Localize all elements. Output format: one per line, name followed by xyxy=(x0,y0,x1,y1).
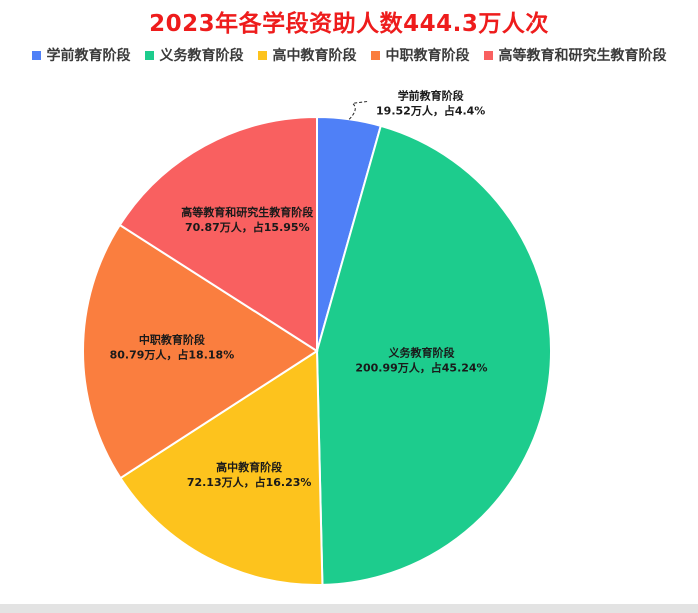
bottom-divider xyxy=(0,604,698,613)
legend-label: 高中教育阶段 xyxy=(272,48,357,64)
pie-slice-vocational[interactable] xyxy=(82,223,319,480)
slice-label-vocational-title: 中职教育阶段 xyxy=(139,332,205,346)
pie-slice-highschool[interactable] xyxy=(119,349,324,586)
leader-line xyxy=(348,100,369,120)
slice-label-highschool-title: 高中教育阶段 xyxy=(216,460,282,474)
slice-label-preschool-value: 19.52万人，占4.4% xyxy=(376,103,485,117)
legend-label: 中职教育阶段 xyxy=(385,48,470,64)
pie-slice-higher-education[interactable] xyxy=(118,115,318,353)
slice-label-highschool-value: 72.13万人，占16.23% xyxy=(187,475,312,489)
legend-swatch xyxy=(144,50,154,60)
slice-label-preschool-title: 学前教育阶段 xyxy=(398,88,464,102)
legend-item-higher-education[interactable]: 高等教育和研究生教育阶段 xyxy=(483,45,667,65)
legend-swatch xyxy=(370,50,380,60)
legend-label: 高等教育和研究生教育阶段 xyxy=(498,48,667,64)
legend-swatch xyxy=(257,50,267,60)
legend-item-highschool[interactable]: 高中教育阶段 xyxy=(257,45,357,65)
legend-label: 学前教育阶段 xyxy=(46,48,131,64)
legend-item-vocational[interactable]: 中职教育阶段 xyxy=(370,45,470,65)
slice-label-higher-education-title: 高等教育和研究生教育阶段 xyxy=(181,205,313,219)
slice-label-compulsory-title: 义务教育阶段 xyxy=(388,345,454,359)
chart-legend: 学前教育阶段 义务教育阶段 高中教育阶段 中职教育阶段 高等教育和研究生教育阶段 xyxy=(0,45,698,65)
slice-label-compulsory-value: 200.99万人，占45.24% xyxy=(355,360,487,374)
legend-swatch xyxy=(483,50,493,60)
pie-slice-compulsory[interactable] xyxy=(315,124,552,586)
legend-swatch xyxy=(31,50,41,60)
legend-label: 义务教育阶段 xyxy=(159,48,244,64)
slice-label-higher-education-value: 70.87万人，占15.95% xyxy=(185,220,310,234)
legend-item-preschool[interactable]: 学前教育阶段 xyxy=(31,45,131,65)
slice-label-vocational-value: 80.79万人，占18.18% xyxy=(110,347,235,361)
chart-title: 2023年各学段资助人数444.3万人次 xyxy=(149,11,549,37)
legend-item-compulsory[interactable]: 义务教育阶段 xyxy=(144,45,244,65)
